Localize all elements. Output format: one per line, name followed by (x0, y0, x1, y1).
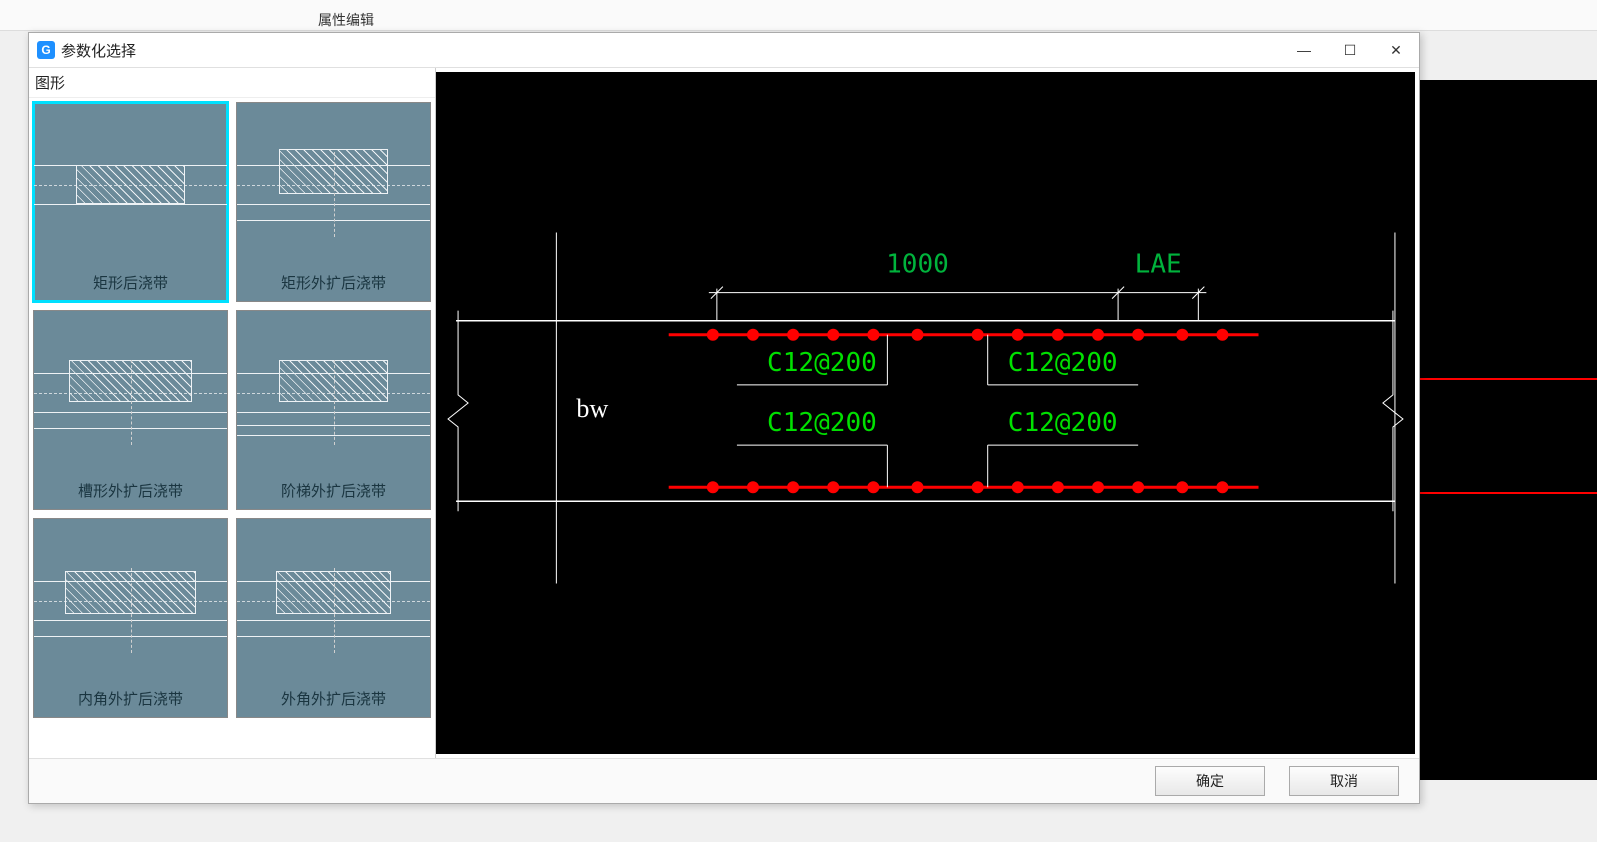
shape-thumb-preview (237, 103, 430, 266)
shape-thumb-label: 矩形外扩后浇带 (237, 266, 430, 301)
svg-text:bw: bw (576, 394, 608, 423)
app-icon: G (37, 41, 55, 59)
svg-text:C12@200: C12@200 (1008, 348, 1118, 378)
shape-thumb-label: 阶梯外扩后浇带 (237, 474, 430, 509)
background-red-line-1 (1420, 378, 1597, 380)
shape-thumb-step_ext[interactable]: 阶梯外扩后浇带 (236, 310, 431, 510)
background-tab-label: 属性编辑 (318, 10, 374, 30)
background-red-line-2 (1420, 492, 1597, 494)
shape-list-panel: 图形 矩形后浇带矩形外扩后浇带槽形外扩后浇带阶梯外扩后浇带内角外扩后浇带外角外扩… (29, 68, 436, 758)
window-buttons: — ☐ ✕ (1281, 33, 1419, 67)
dialog-title: 参数化选择 (61, 40, 136, 61)
shape-thumb-rect[interactable]: 矩形后浇带 (33, 102, 228, 302)
section-preview-svg: 1000 LAE bw C12@200 C12@200 C12@200 C12@200 (436, 72, 1415, 754)
shape-thumb-label: 槽形外扩后浇带 (34, 474, 227, 509)
shape-list-header: 图形 (29, 68, 435, 98)
cancel-button[interactable]: 取消 (1289, 766, 1399, 796)
shape-thumb-channel_ext[interactable]: 槽形外扩后浇带 (33, 310, 228, 510)
background-toolbar (0, 0, 1597, 31)
svg-text:C12@200: C12@200 (767, 408, 877, 438)
shape-thumb-inner_ext[interactable]: 内角外扩后浇带 (33, 518, 228, 718)
minimize-button[interactable]: — (1281, 33, 1327, 67)
shape-thumb-preview (237, 311, 430, 474)
shape-thumb-preview (237, 519, 430, 682)
maximize-button[interactable]: ☐ (1327, 33, 1373, 67)
shape-thumb-preview (34, 311, 227, 474)
shape-thumb-label: 内角外扩后浇带 (34, 682, 227, 717)
dialog-footer: 确定 取消 (29, 758, 1419, 803)
shape-thumb-preview (34, 103, 227, 266)
svg-text:1000: 1000 (886, 250, 949, 280)
ok-button[interactable]: 确定 (1155, 766, 1265, 796)
shape-thumbnail-grid: 矩形后浇带矩形外扩后浇带槽形外扩后浇带阶梯外扩后浇带内角外扩后浇带外角外扩后浇带 (29, 98, 435, 758)
shape-thumb-rect_ext[interactable]: 矩形外扩后浇带 (236, 102, 431, 302)
parametric-select-dialog: G 参数化选择 — ☐ ✕ 图形 矩形后浇带矩形外扩后浇带槽形外扩后浇带阶梯外扩… (28, 32, 1420, 804)
dialog-titlebar: G 参数化选择 — ☐ ✕ (29, 33, 1419, 68)
close-button[interactable]: ✕ (1373, 33, 1419, 67)
svg-text:LAE: LAE (1135, 250, 1182, 280)
shape-thumb-preview (34, 519, 227, 682)
shape-thumb-outer_ext[interactable]: 外角外扩后浇带 (236, 518, 431, 718)
section-preview: 1000 LAE bw C12@200 C12@200 C12@200 C12@200 (436, 72, 1415, 754)
shape-thumb-label: 矩形后浇带 (34, 266, 227, 301)
svg-text:C12@200: C12@200 (767, 348, 877, 378)
svg-text:C12@200: C12@200 (1008, 408, 1118, 438)
background-dark-viewport (1420, 80, 1597, 780)
shape-thumb-label: 外角外扩后浇带 (237, 682, 430, 717)
